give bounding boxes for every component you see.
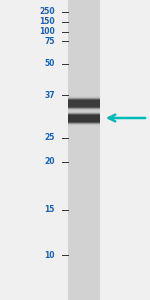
Text: 10: 10 bbox=[45, 250, 55, 260]
Text: 150: 150 bbox=[39, 17, 55, 26]
Text: 15: 15 bbox=[45, 206, 55, 214]
Text: 50: 50 bbox=[45, 59, 55, 68]
Text: 37: 37 bbox=[44, 91, 55, 100]
Text: 100: 100 bbox=[39, 28, 55, 37]
Text: 25: 25 bbox=[45, 134, 55, 142]
Text: 250: 250 bbox=[39, 8, 55, 16]
Text: 75: 75 bbox=[45, 37, 55, 46]
Text: 20: 20 bbox=[45, 158, 55, 166]
